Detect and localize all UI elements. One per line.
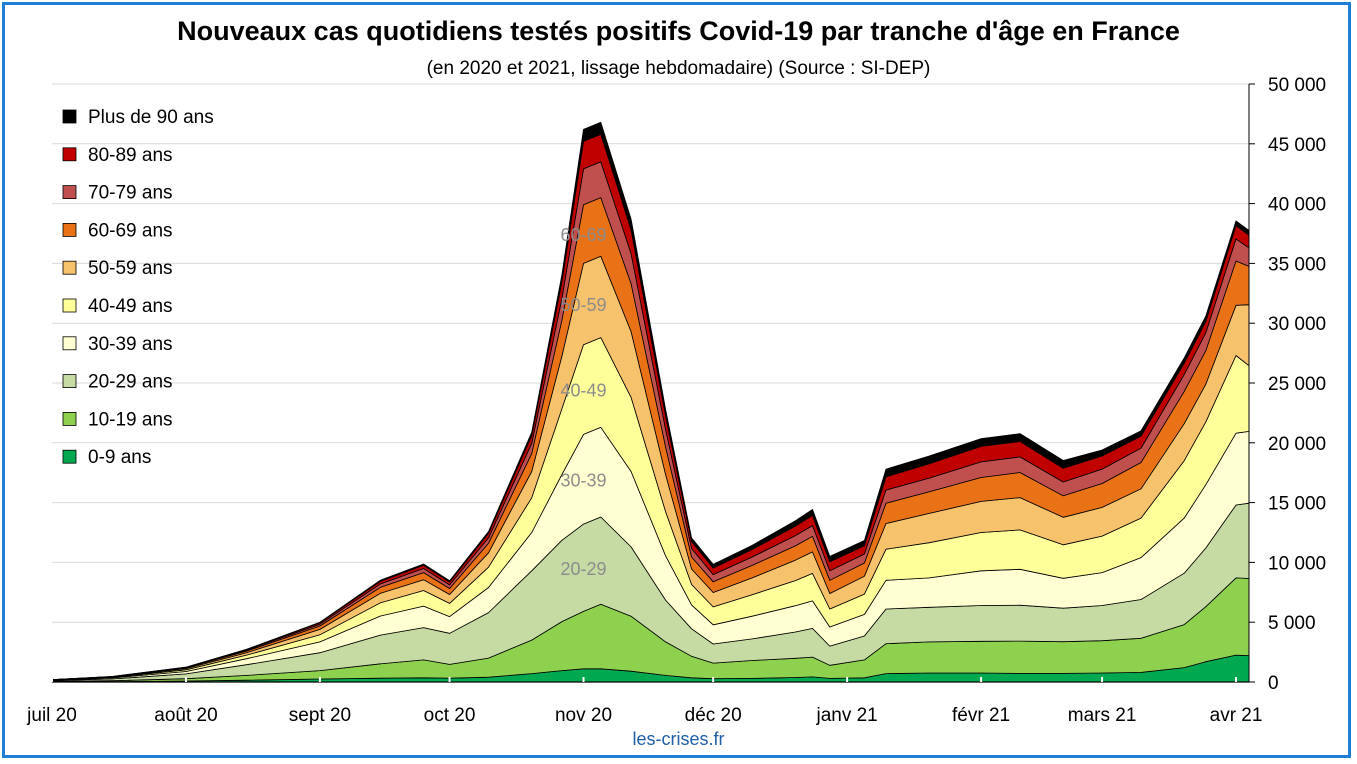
y-tick-label: 15 000 — [1268, 494, 1326, 515]
x-tick-label: févr 21 — [952, 705, 1010, 726]
x-tick-label: oct 20 — [424, 705, 476, 726]
inline-series-labels: 20-29 30-39 40-49 50-59 60-69 — [560, 225, 606, 579]
y-tick-label: 50 000 — [1268, 75, 1326, 96]
x-tick-label: mars 21 — [1068, 705, 1137, 726]
y-tick-label: 35 000 — [1268, 254, 1326, 275]
inline-label: 60-69 — [560, 225, 606, 245]
y-tick-label: 5 000 — [1268, 613, 1316, 634]
legend-label: 80-89 ans — [88, 145, 173, 166]
legend-label: 30-39 ans — [88, 334, 173, 355]
y-tick-label: 20 000 — [1268, 434, 1326, 455]
legend-label: 10-19 ans — [88, 409, 173, 430]
legend-label: 70-79 ans — [88, 183, 173, 204]
x-tick-label: août 20 — [154, 705, 217, 726]
y-tick-label: 30 000 — [1268, 314, 1326, 335]
legend-swatch — [62, 260, 77, 275]
legend-swatch — [62, 109, 77, 124]
chart-subtitle: (en 2020 et 2021, lissage hebdomadaire) … — [426, 58, 931, 79]
x-tick-labels: juil 20 août 20 sept 20 oct 20 nov 20 déc 20 j… — [26, 705, 1262, 726]
legend-label: 50-59 ans — [88, 258, 173, 279]
legend-label: 40-49 ans — [88, 296, 173, 317]
legend-label: Plus de 90 ans — [88, 107, 214, 128]
x-tick-label: nov 20 — [555, 705, 612, 726]
y-tick-labels: 0 5 000 10 000 15 000 20 000 25 000 30 000 35 0… — [1268, 75, 1326, 694]
legend-swatch — [62, 374, 77, 389]
legend: Plus de 90 ans 80-89 ans 70-79 ans 60-69 an… — [62, 107, 214, 468]
source-credit: les-crises.fr — [632, 729, 725, 749]
legend-label: 60-69 ans — [88, 220, 173, 241]
legend-label: 0-9 ans — [88, 447, 151, 468]
inline-label: 40-49 — [560, 381, 606, 401]
y-tick-label: 0 — [1268, 673, 1279, 694]
legend-swatch — [62, 222, 77, 237]
x-tick-label: janv 21 — [815, 705, 877, 726]
inline-label: 50-59 — [560, 295, 606, 315]
legend-swatch — [62, 147, 77, 162]
legend-swatch — [62, 185, 77, 200]
area-series — [51, 121, 1250, 683]
y-tick-label: 10 000 — [1268, 553, 1326, 574]
legend-swatch — [62, 298, 77, 313]
legend-swatch — [62, 411, 77, 426]
legend-label: 20-29 ans — [88, 372, 173, 393]
y-tick-label: 40 000 — [1268, 195, 1326, 216]
x-tick-label: juil 20 — [26, 705, 77, 726]
y-tick-label: 45 000 — [1268, 135, 1326, 156]
legend-swatch — [62, 449, 77, 464]
legend-swatch — [62, 336, 77, 351]
y-tick-label: 25 000 — [1268, 374, 1326, 395]
inline-label: 30-39 — [560, 470, 606, 490]
x-tick-label: déc 20 — [685, 705, 742, 726]
x-tick-label: sept 20 — [289, 705, 351, 726]
inline-label: 20-29 — [560, 559, 606, 579]
axes — [51, 83, 1255, 683]
chart-title: Nouveaux cas quotidiens testés positifs … — [177, 16, 1180, 46]
x-tick-label: avr 21 — [1210, 705, 1263, 726]
